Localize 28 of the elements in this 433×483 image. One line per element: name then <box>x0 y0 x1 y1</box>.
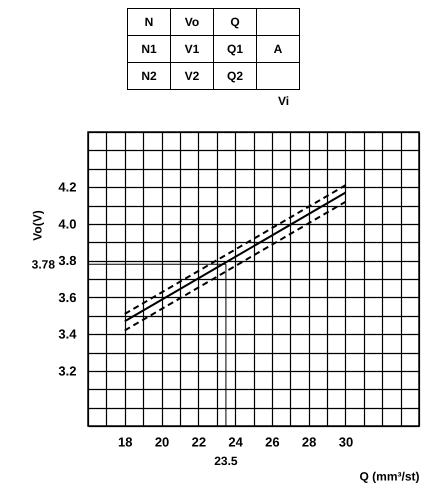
text: N <box>128 8 170 36</box>
text: Q2 <box>214 62 256 90</box>
text: V1 <box>170 36 214 62</box>
text: N1 <box>128 36 170 62</box>
x-tick-label: 24 <box>228 434 244 450</box>
text: Q1 <box>214 36 256 62</box>
text: N2 <box>128 62 170 90</box>
ref-line-label: 3.78 <box>32 257 56 272</box>
x-tick-label: 20 <box>154 434 170 450</box>
x-tick-label: 28 <box>302 434 316 450</box>
y-tick-label: 4.0 <box>58 216 76 232</box>
x-tick-label: 26 <box>265 434 280 450</box>
y-axis-title: Vo(V) <box>30 210 44 241</box>
y-tick-label: 3.8 <box>58 253 76 268</box>
text: Vo <box>170 8 214 36</box>
x-tick-label: 30 <box>338 434 354 450</box>
text: Vi <box>278 94 290 108</box>
x-tick-label: 18 <box>118 434 133 450</box>
text: V2 <box>170 62 214 90</box>
x-axis-title: Q (mm³/st) <box>360 470 420 483</box>
ref-line-label: 23.5 <box>214 454 238 468</box>
text: A <box>256 36 300 62</box>
x-tick-label: 22 <box>192 434 206 450</box>
y-tick-label: 3.6 <box>58 290 76 305</box>
y-tick-label: 4.2 <box>58 180 76 195</box>
text: Q <box>214 8 256 36</box>
y-tick-label: 3.2 <box>58 363 76 378</box>
y-tick-label: 3.4 <box>58 326 78 342</box>
